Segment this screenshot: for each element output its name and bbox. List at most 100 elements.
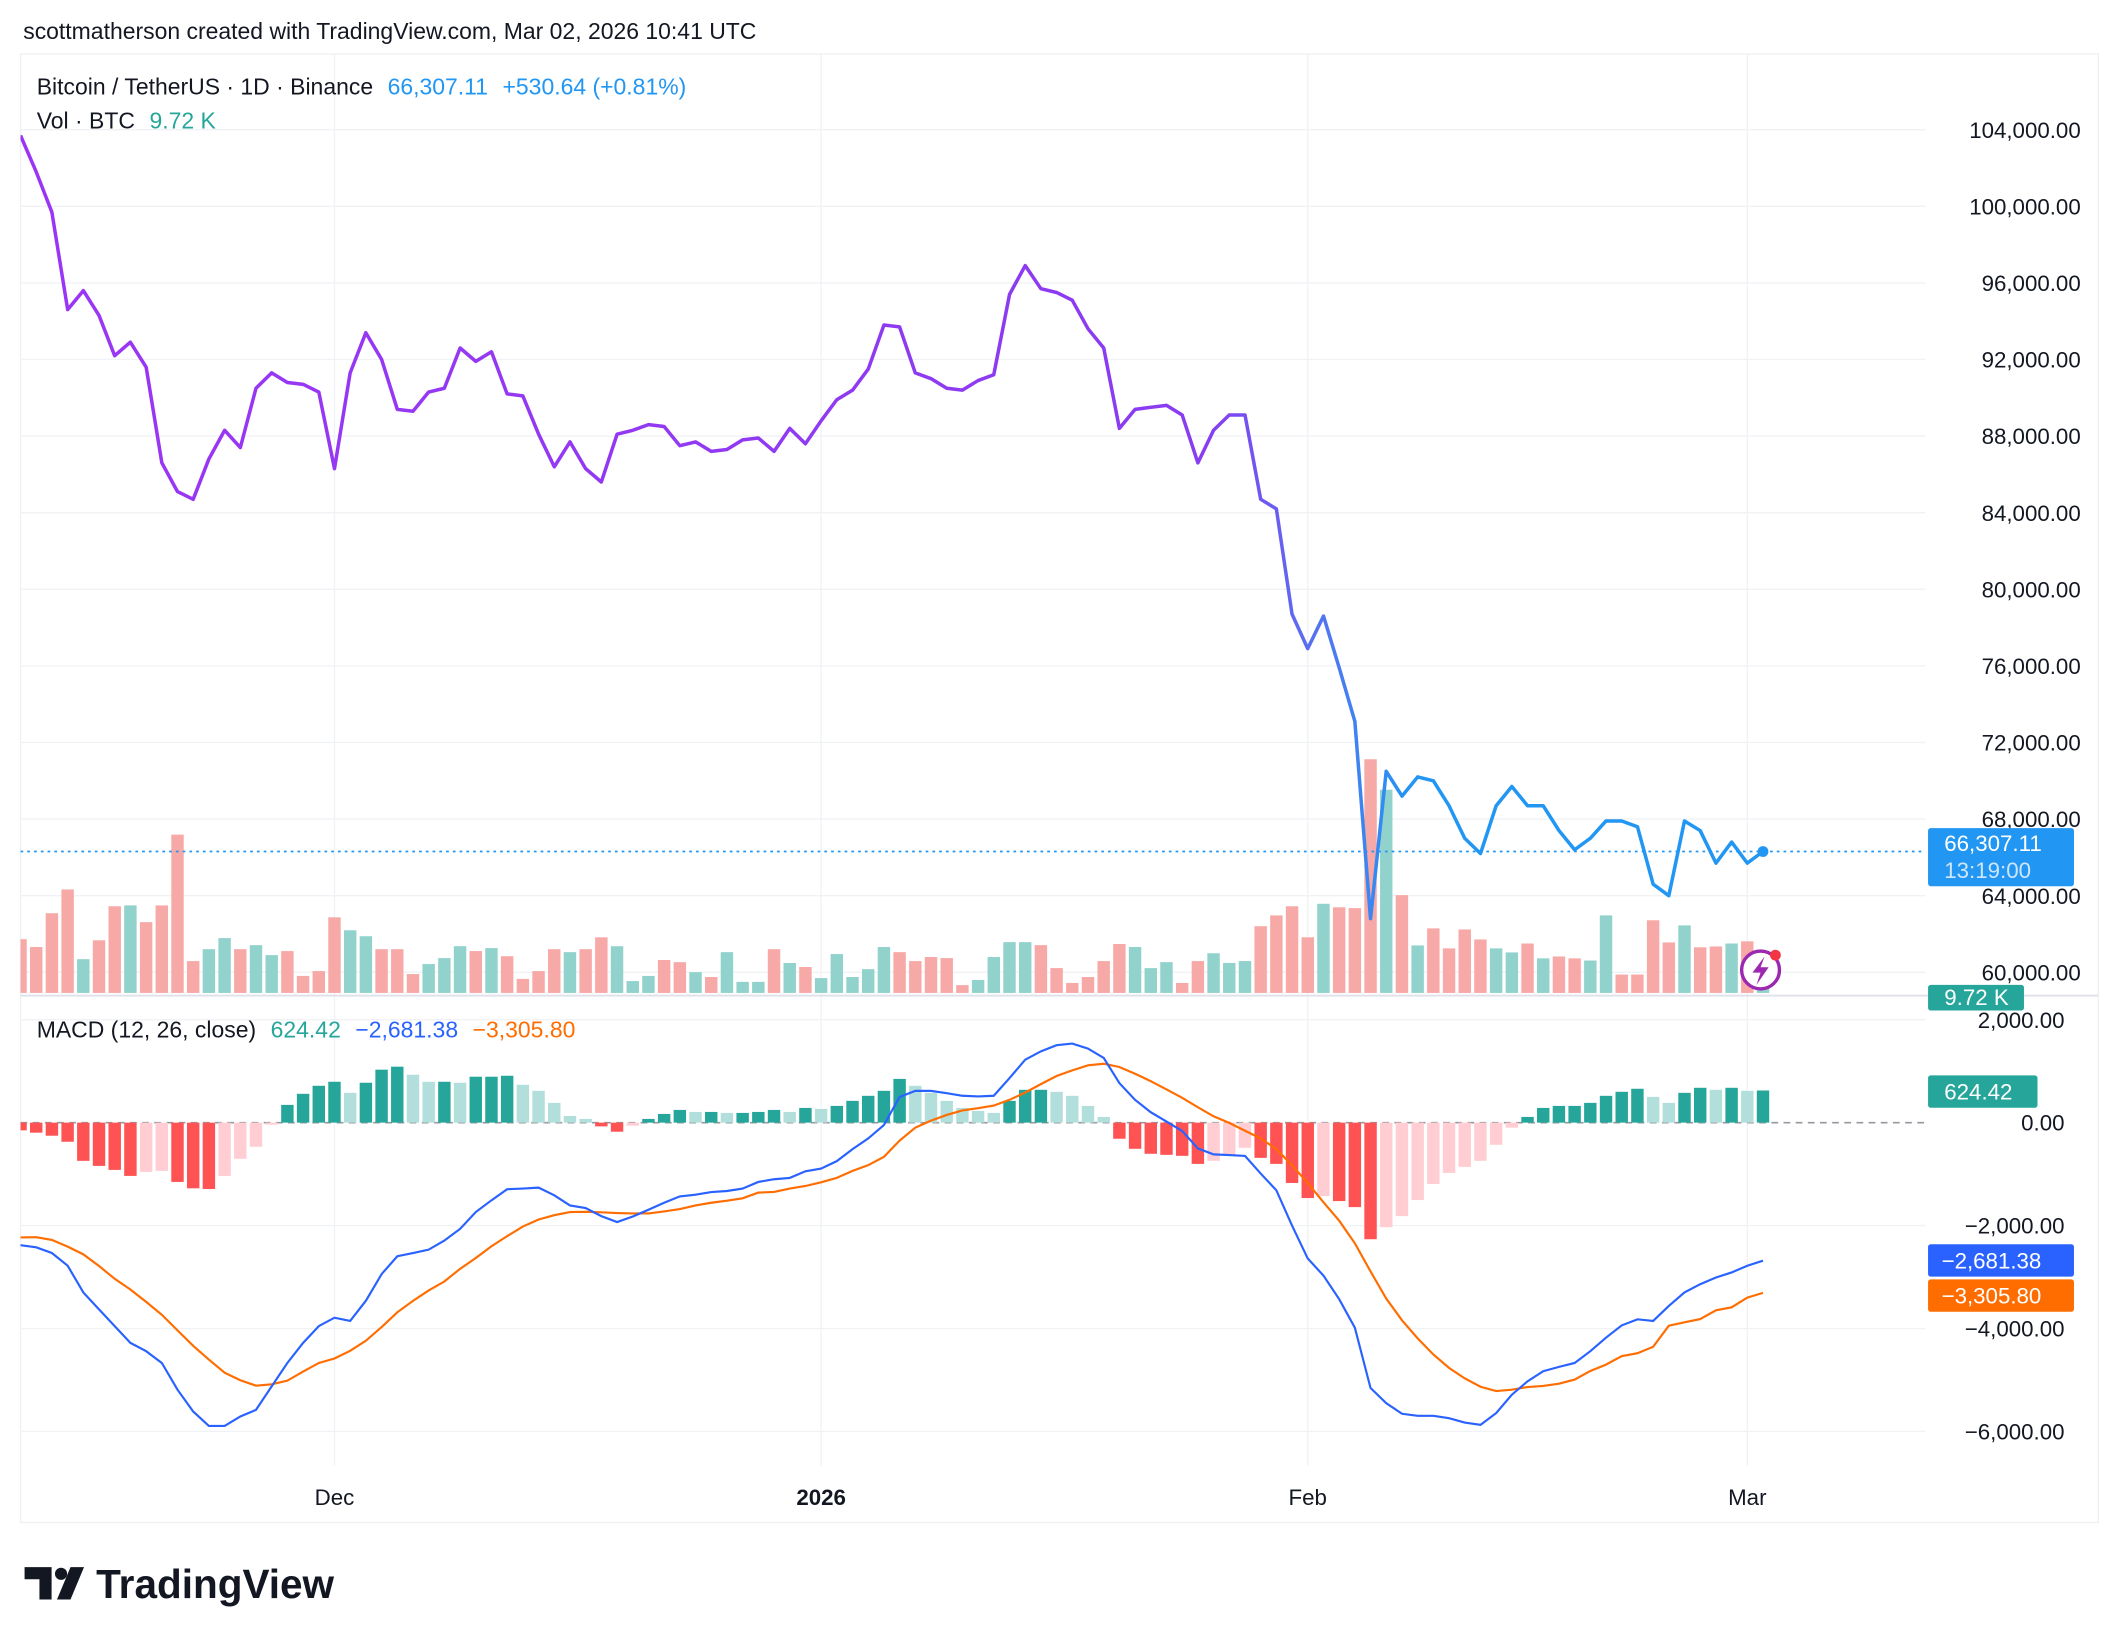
macd-histogram-bar bbox=[1003, 1100, 1016, 1123]
volume-bar bbox=[1270, 915, 1283, 993]
volume-bar bbox=[61, 889, 74, 993]
volume-bar bbox=[956, 985, 969, 993]
volume-bar bbox=[265, 955, 278, 993]
macd-histogram-bar bbox=[343, 1092, 357, 1123]
macd-histogram-bar bbox=[1474, 1122, 1487, 1161]
macd-histogram-bar bbox=[705, 1111, 718, 1123]
volume-bar bbox=[1474, 939, 1487, 993]
macd-histogram-bar bbox=[579, 1118, 592, 1123]
macd-histogram-bar bbox=[516, 1084, 530, 1123]
volume-bar bbox=[171, 834, 184, 993]
macd-histogram-bar bbox=[422, 1081, 435, 1123]
macd-histogram-bar bbox=[642, 1118, 655, 1123]
tradingview-logo[interactable]: TradingView bbox=[24, 1561, 335, 1607]
macd-histogram-bar bbox=[391, 1066, 404, 1123]
macd-legend[interactable]: MACD (12, 26, close) 624.42 −2,681.38 −3… bbox=[37, 1017, 576, 1043]
price-axis[interactable]: 104,000.00 100,000.00 96,000.00 92,000.00 88… bbox=[1969, 118, 2081, 986]
volume-bar bbox=[595, 937, 608, 993]
volume-bar bbox=[673, 962, 687, 993]
volume-legend[interactable]: Vol · BTC 9.72 K bbox=[37, 107, 217, 133]
macd-histogram-bar bbox=[1505, 1122, 1519, 1128]
time-axis[interactable]: Dec 2026 Feb Mar bbox=[315, 1485, 1767, 1510]
volume-bar bbox=[987, 957, 1001, 993]
volume-bar bbox=[1332, 907, 1346, 993]
volume-bar bbox=[281, 951, 294, 993]
lightning-alert-icon[interactable] bbox=[1739, 949, 1782, 991]
macd-histogram-bar bbox=[940, 1100, 953, 1123]
macd-histogram-bar bbox=[1348, 1122, 1362, 1208]
price-tick-label: 104,000.00 bbox=[1969, 118, 2081, 143]
macd-histogram-bar bbox=[485, 1076, 498, 1123]
volume-bar bbox=[30, 947, 43, 993]
macd-histogram-bar bbox=[736, 1112, 749, 1123]
volume-bar bbox=[296, 975, 310, 993]
macd-histogram-bar bbox=[924, 1092, 938, 1123]
volume-bar bbox=[1144, 968, 1157, 993]
last-price-dot bbox=[1757, 846, 1769, 857]
macd-histogram-bar bbox=[1741, 1090, 1754, 1123]
macd-histogram-bar bbox=[1050, 1091, 1063, 1123]
macd-tick-label: −4,000.00 bbox=[1965, 1317, 2065, 1342]
histogram-badge: 624.42 bbox=[1928, 1075, 2038, 1108]
macd-histogram-bar bbox=[610, 1122, 624, 1132]
volume-bar bbox=[548, 949, 561, 993]
volume-legend-label: Vol · BTC bbox=[37, 107, 135, 133]
macd-histogram-bar bbox=[1458, 1122, 1471, 1167]
volume-bar bbox=[1521, 943, 1534, 993]
volume-bar bbox=[1285, 906, 1299, 993]
volume-bar bbox=[1128, 947, 1142, 993]
macd-histogram-bar bbox=[1285, 1122, 1299, 1183]
macd-histogram-bar bbox=[218, 1122, 231, 1176]
price-badge-value: 66,307.11 bbox=[1944, 831, 2041, 856]
volume-bar bbox=[657, 959, 671, 993]
macd-histogram-bar bbox=[328, 1081, 341, 1123]
symbol-legend[interactable]: Bitcoin / TetherUS · 1D · Binance 66,307… bbox=[37, 74, 687, 100]
volume-bar bbox=[438, 958, 451, 993]
macd-histogram-bar bbox=[1380, 1122, 1393, 1228]
macd-histogram-bar bbox=[1270, 1122, 1283, 1164]
macd-histogram-bar bbox=[814, 1108, 828, 1123]
macd-histogram-bar bbox=[406, 1074, 420, 1123]
volume-bar bbox=[1552, 956, 1566, 993]
volume-bar bbox=[783, 962, 796, 993]
volume-bar bbox=[752, 981, 765, 993]
macd-histogram-bar bbox=[20, 1122, 27, 1131]
macd-histogram-bar bbox=[846, 1100, 859, 1123]
macd-histogram-bar bbox=[249, 1122, 263, 1147]
volume-bar bbox=[940, 958, 953, 993]
volume-bar bbox=[705, 977, 718, 993]
macd-pane bbox=[20, 1042, 1926, 1428]
macd-badge: −2,681.38 bbox=[1928, 1244, 2074, 1277]
volume-bar bbox=[45, 913, 59, 993]
chart-frame bbox=[19, 53, 2099, 1524]
macd-histogram-bar bbox=[1615, 1091, 1628, 1123]
macd-histogram-bar bbox=[1756, 1090, 1770, 1123]
macd-axis[interactable]: 2,000.00 0.00 −2,000.00 −4,000.00 −6,000.00 bbox=[1965, 1008, 2065, 1445]
macd-histogram-bar bbox=[893, 1078, 906, 1123]
macd-histogram-bar bbox=[155, 1122, 169, 1171]
price-change-value: +530.64 (+0.81%) bbox=[503, 74, 687, 100]
macd-histogram-bar bbox=[657, 1113, 671, 1123]
volume-bar bbox=[1254, 926, 1267, 993]
macd-histogram-bar bbox=[1646, 1096, 1660, 1123]
macd-histogram-bar bbox=[92, 1122, 106, 1166]
volume-bar bbox=[202, 949, 216, 993]
macd-legend-histogram: 624.42 bbox=[271, 1017, 341, 1043]
macd-histogram-bar bbox=[77, 1122, 90, 1161]
macd-histogram-bar bbox=[312, 1085, 326, 1123]
macd-legend-signal: −3,305.80 bbox=[473, 1017, 576, 1043]
macd-histogram-bar bbox=[1395, 1122, 1409, 1217]
volume-bar bbox=[1662, 942, 1676, 993]
volume-bar bbox=[1615, 974, 1628, 993]
macd-histogram-bar bbox=[1521, 1116, 1534, 1123]
macd-tick-label: 2,000.00 bbox=[1978, 1008, 2065, 1033]
volume-bar bbox=[1646, 920, 1660, 993]
volume-bar bbox=[359, 936, 373, 993]
volume-bar bbox=[124, 905, 137, 993]
macd-legend-label: MACD (12, 26, close) bbox=[37, 1017, 256, 1043]
macd-histogram-bar bbox=[830, 1105, 844, 1123]
volume-bar bbox=[1709, 946, 1723, 993]
macd-histogram-bar bbox=[1113, 1122, 1126, 1139]
volume-bar bbox=[1050, 968, 1063, 993]
